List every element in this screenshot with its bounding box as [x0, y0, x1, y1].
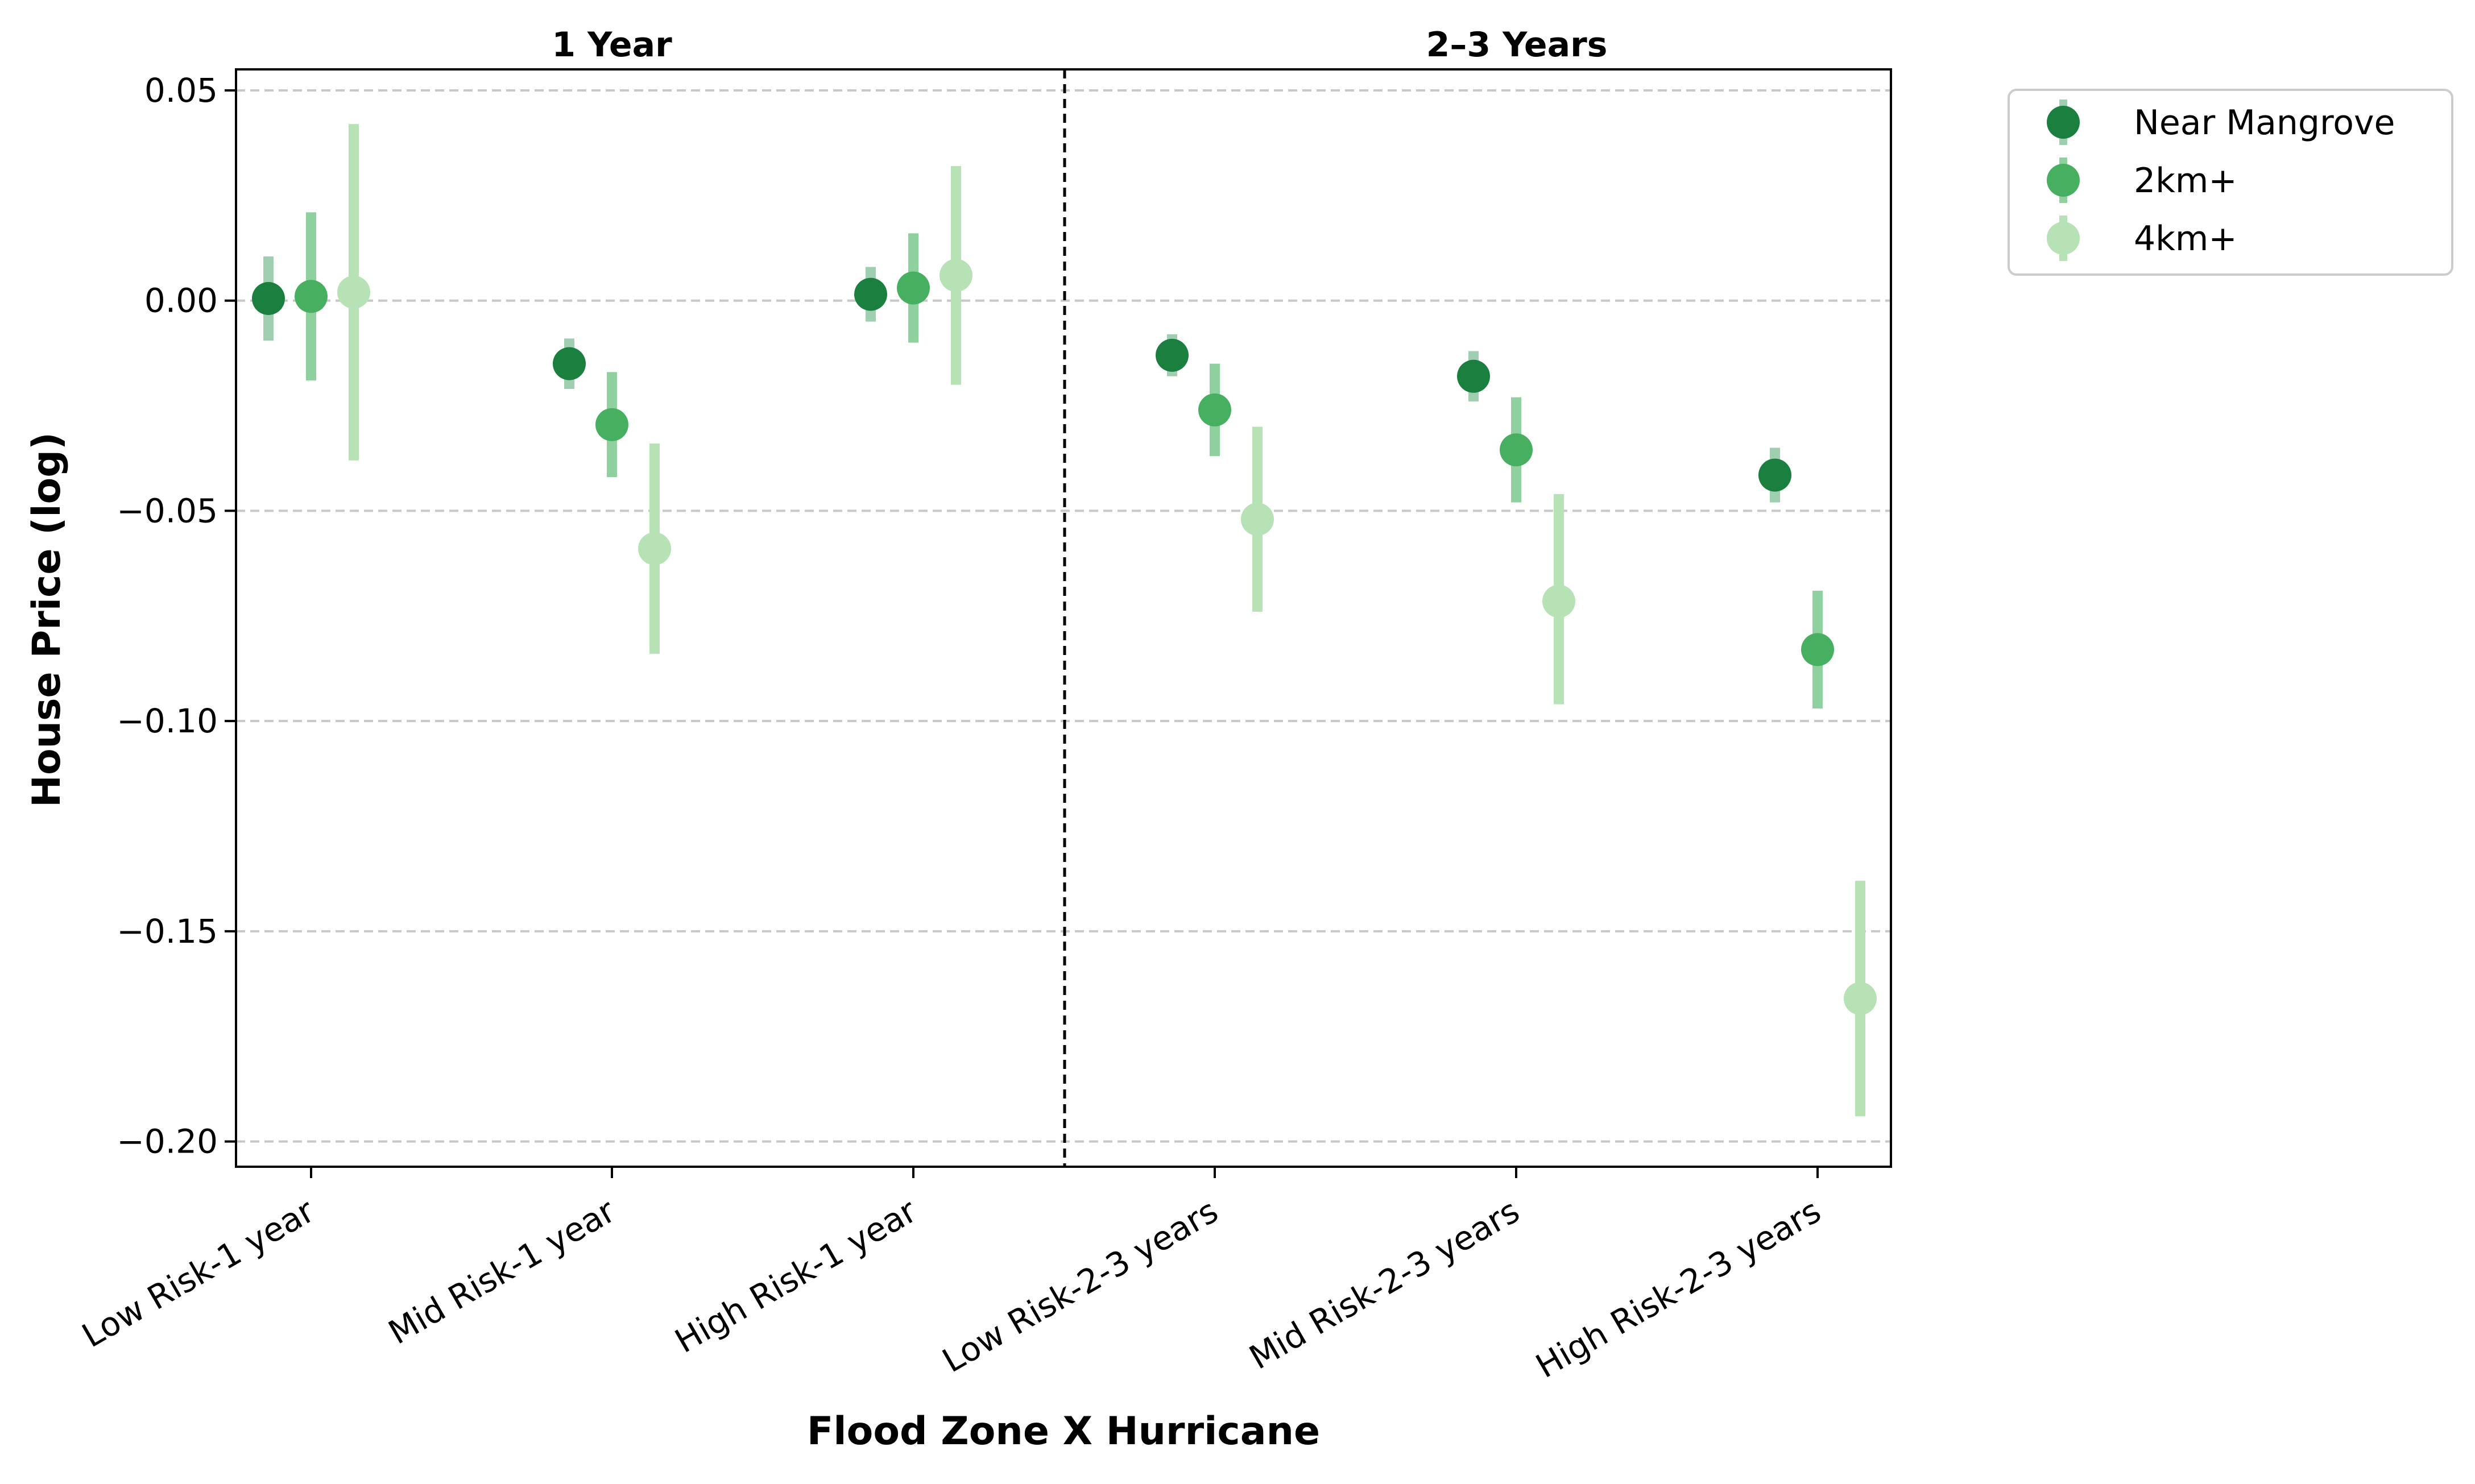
legend-label: 4km+: [2134, 219, 2237, 259]
y-tick-label: −0.05: [117, 491, 218, 530]
y-tick-label: 0.05: [144, 71, 218, 110]
data-point: [1156, 338, 1189, 372]
legend-marker: [2047, 222, 2080, 255]
data-point: [1500, 433, 1533, 467]
y-tick-label: −0.15: [117, 912, 218, 951]
x-axis-title: Flood Zone X Hurricane: [807, 1409, 1320, 1454]
data-point: [1844, 982, 1877, 1015]
legend-label: 2km+: [2134, 161, 2237, 201]
data-point: [854, 277, 887, 311]
data-point: [897, 271, 930, 305]
data-point: [553, 347, 586, 380]
data-point: [595, 408, 628, 441]
data-point: [1198, 393, 1231, 426]
axes: 0.05 0.00 −0.05 −0.10 −0.15 −0.20 Low Risk-1 y…: [76, 68, 1892, 1386]
legend-marker: [2047, 164, 2080, 197]
data-point: [1758, 458, 1791, 492]
legend-marker: [2047, 106, 2080, 139]
x-tick-label: Mid Risk-2-3 years: [1243, 1191, 1526, 1377]
x-tick-label: Mid Risk-1 year: [382, 1191, 622, 1352]
legend-box: [2008, 89, 2453, 276]
y-tick-label: −0.20: [117, 1122, 218, 1161]
data-point: [1241, 503, 1274, 536]
x-tick-label: Low Risk-1 year: [76, 1191, 321, 1355]
data-point: [1457, 359, 1490, 393]
data-point: [638, 532, 671, 565]
y-tick-label: −0.10: [117, 702, 218, 740]
x-tick-label: High Risk-2-3 years: [1529, 1191, 1827, 1386]
panel-title-right: 2–3 Years: [1426, 25, 1608, 65]
x-tick-label: High Risk-1 year: [668, 1191, 923, 1361]
plot-frame: [235, 68, 1892, 1168]
legend: Near Mangrove 2km+ 4km+: [2008, 89, 2453, 276]
data-point: [939, 259, 972, 292]
y-tick-label: 0.00: [144, 281, 218, 320]
data-point: [295, 280, 328, 313]
legend-label: Near Mangrove: [2134, 103, 2395, 143]
data-point: [252, 282, 285, 316]
panel-title-left: 1 Year: [552, 25, 672, 65]
y-axis-title: House Price (log): [24, 432, 69, 807]
data-point: [1542, 585, 1575, 618]
data-point: [337, 275, 370, 309]
x-tick-label: Low Risk-2-3 years: [936, 1191, 1224, 1380]
data-point: [1801, 633, 1834, 666]
series-layer: [252, 124, 1877, 1117]
